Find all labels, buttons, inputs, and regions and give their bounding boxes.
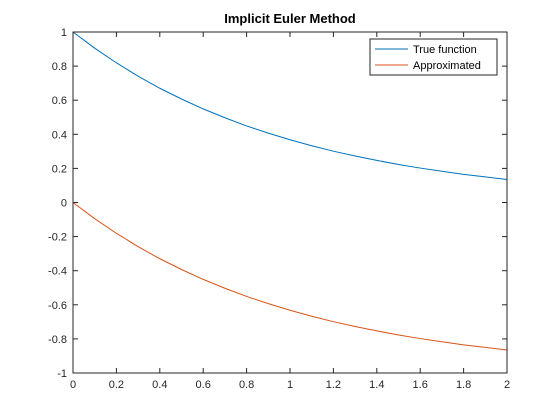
legend-label: Approximated xyxy=(413,60,481,72)
x-tick-label: 1.2 xyxy=(326,379,341,391)
x-tick-label: 1.6 xyxy=(413,379,428,391)
series-lines xyxy=(72,31,508,351)
legend-label: True function xyxy=(413,44,477,56)
x-tick-label: 1.4 xyxy=(369,379,384,391)
axes-box xyxy=(72,31,508,374)
x-tick-label: 0.4 xyxy=(152,379,167,391)
legend-box xyxy=(369,38,498,76)
series-line-1 xyxy=(72,202,508,351)
y-tick-label: -0.2 xyxy=(48,232,67,244)
x-tick-label: 0.6 xyxy=(196,379,211,391)
y-tick-label: 0.6 xyxy=(52,95,67,107)
y-tick-label: -0.8 xyxy=(48,334,67,346)
x-tick-label: 0.8 xyxy=(239,379,254,391)
y-tick-label: 1 xyxy=(61,27,67,39)
y-tick-label: -0.6 xyxy=(48,300,67,312)
x-tick-label: 0.2 xyxy=(109,379,124,391)
y-tick-label: 0 xyxy=(61,198,67,210)
y-tick-label: 0.8 xyxy=(52,61,67,73)
x-tick-label: 0 xyxy=(70,379,76,391)
series-line-0 xyxy=(72,31,508,180)
y-tick-label: -1 xyxy=(57,368,67,380)
y-tick-label: 0.4 xyxy=(52,129,67,141)
axis-ticks: 0 0.2 0.4 0.6 0.8 1 1.2 1.4 1.6 1.8 2 1 0.8 0.6 0.4 0.2… xyxy=(48,27,510,391)
x-tick-label: 1.8 xyxy=(456,379,471,391)
x-tick-label: 1 xyxy=(287,379,293,391)
plot-area xyxy=(73,32,507,373)
legend: True function Approximated xyxy=(369,38,498,76)
chart-title: Implicit Euler Method xyxy=(224,11,356,26)
x-tick-label: 2 xyxy=(504,379,510,391)
y-tick-label: 0.2 xyxy=(52,163,67,175)
y-tick-label: -0.4 xyxy=(48,266,67,278)
